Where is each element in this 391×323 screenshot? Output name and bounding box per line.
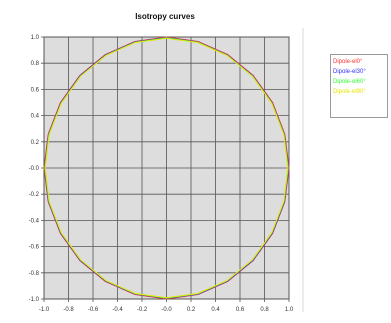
y-tick-label: 0.8 (31, 61, 40, 67)
y-tick-label: 0.4 (31, 114, 40, 120)
tick-labels: -1.0 -0.8 -0.6 -0.4 -0.2 -0.0 0.2 0.4 0.6 0.8 1.0 1… (29, 35, 294, 313)
y-tick-label: -0.8 (29, 271, 40, 277)
legend: Dipole-el0° Dipole-el30° Dipole-el60° Dipol… (330, 54, 388, 118)
x-tick-label: 0.6 (236, 307, 245, 313)
y-tick-label: -0.0 (29, 166, 40, 172)
y-tick-label: 1.0 (31, 35, 40, 41)
x-tick-label: -0.2 (137, 307, 148, 313)
x-tick-label: 0.8 (260, 307, 269, 313)
series-line-1 (43, 36, 290, 300)
y-tick-label: 0.6 (31, 87, 40, 93)
x-tick-label: -0.0 (161, 307, 172, 313)
x-tick-label: -0.6 (88, 307, 99, 313)
series-lines (43, 36, 290, 300)
y-tick-label: 0.2 (31, 140, 40, 146)
y-tick-label: -0.2 (29, 192, 40, 198)
series-line-4 (44, 37, 289, 299)
y-tick-label: -0.4 (29, 218, 40, 224)
legend-item-4: Dipole-el90° (333, 89, 366, 95)
legend-item-3: Dipole-el60° (333, 79, 366, 85)
chart-title: Isotropy curves (135, 12, 195, 21)
y-tick-label: -1.0 (29, 297, 40, 303)
legend-item-1: Dipole-el0° (333, 59, 363, 65)
legend-item-2: Dipole-el30° (333, 69, 366, 75)
y-tick-label: -0.6 (29, 245, 40, 251)
x-tick-label: -0.4 (112, 307, 123, 313)
x-tick-label: 1.0 (285, 307, 294, 313)
x-tick-label: 0.2 (187, 307, 196, 313)
x-tick-label: 0.4 (211, 307, 220, 313)
x-tick-label: -1.0 (39, 307, 50, 313)
x-tick-label: -0.8 (63, 307, 74, 313)
grid-lines (41, 36, 290, 302)
